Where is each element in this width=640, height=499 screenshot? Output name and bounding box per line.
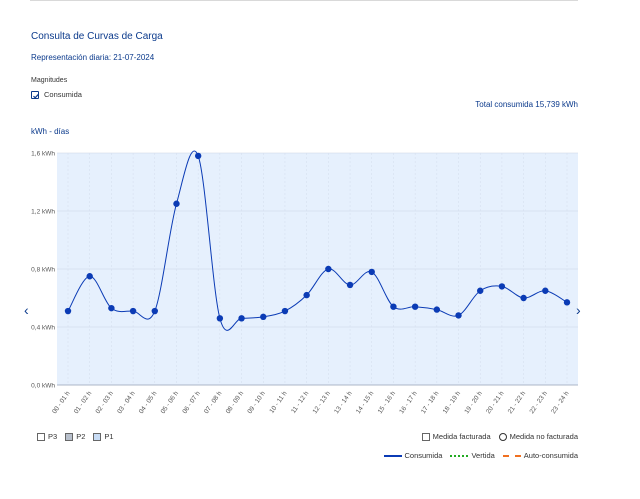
series-label: Vertida bbox=[471, 451, 495, 460]
magnitude-option-consumida[interactable]: Consumida bbox=[31, 90, 82, 99]
data-point bbox=[520, 294, 527, 302]
x-tick-label: 22 - 23 h bbox=[528, 390, 549, 415]
data-point bbox=[390, 303, 397, 310]
x-tick-label: 13 - 14 h bbox=[333, 390, 354, 415]
period-legend-item: P2 bbox=[65, 432, 85, 441]
top-divider bbox=[30, 0, 578, 1]
circle-icon bbox=[498, 432, 507, 441]
data-point bbox=[238, 315, 245, 322]
magnitudes-title: Magnitudes bbox=[31, 77, 68, 84]
chart-unit-label: kWh - días bbox=[31, 127, 70, 136]
line-swatch-icon bbox=[450, 454, 469, 457]
x-tick-label: 14 - 15 h bbox=[355, 390, 376, 415]
data-point bbox=[303, 291, 310, 299]
data-point bbox=[411, 303, 419, 310]
y-tick-label: 0,4 kWh bbox=[31, 325, 55, 332]
period-label: P3 bbox=[48, 432, 58, 441]
measure-legend-item: Medida facturada bbox=[421, 432, 491, 441]
series-legend-item: Auto-consumida bbox=[502, 451, 578, 460]
x-tick-label: 02 - 03 h bbox=[95, 390, 116, 415]
x-tick-label: 16 - 17 h bbox=[398, 390, 419, 415]
data-point bbox=[194, 152, 202, 160]
x-tick-label: 18 - 19 h bbox=[442, 390, 463, 415]
line-swatch-icon bbox=[502, 454, 521, 457]
measure-label: Medida no facturada bbox=[509, 432, 578, 441]
x-tick-label: 06 - 07 h bbox=[181, 390, 202, 415]
data-point bbox=[433, 306, 441, 313]
x-tick-label: 20 - 21 h bbox=[485, 390, 506, 415]
data-point bbox=[477, 287, 484, 294]
data-point bbox=[86, 273, 93, 280]
data-point bbox=[455, 312, 462, 319]
prev-day-arrow-icon[interactable]: ‹ bbox=[24, 302, 29, 318]
data-point bbox=[281, 307, 289, 315]
x-tick-label: 08 - 09 h bbox=[225, 390, 246, 415]
period-swatch-icon bbox=[37, 432, 45, 441]
y-tick-label: 0,8 kWh bbox=[31, 267, 55, 274]
data-point bbox=[368, 268, 375, 276]
square-icon bbox=[421, 432, 430, 441]
x-tick-label: 15 - 16 h bbox=[377, 390, 398, 415]
y-tick-label: 0,0 kWh bbox=[31, 383, 55, 390]
consumida-label: Consumida bbox=[44, 90, 82, 99]
data-point bbox=[325, 265, 332, 273]
period-swatch-icon bbox=[65, 432, 74, 441]
total-consumida: Total consumida 15,739 kWh bbox=[475, 100, 578, 109]
x-tick-label: 00 - 01 h bbox=[51, 390, 72, 415]
data-point bbox=[216, 315, 224, 322]
x-tick-label: 03 - 04 h bbox=[116, 390, 137, 415]
data-point bbox=[260, 313, 267, 321]
period-label: P1 bbox=[104, 432, 114, 441]
data-point bbox=[64, 307, 72, 315]
x-tick-label: 21 - 22 h bbox=[507, 390, 528, 415]
period-legend-item: P1 bbox=[93, 432, 114, 441]
y-tick-label: 1,2 kWh bbox=[31, 209, 55, 216]
x-tick-label: 23 - 24 h bbox=[550, 390, 571, 415]
period-legend-item: P3 bbox=[37, 432, 57, 441]
x-tick-label: 04 - 05 h bbox=[138, 390, 159, 415]
x-tick-label: 12 - 13 h bbox=[312, 390, 333, 415]
x-tick-label: 09 - 10 h bbox=[246, 390, 267, 415]
measure-label: Medida facturada bbox=[432, 432, 491, 441]
data-point bbox=[542, 287, 549, 294]
series-legend: Consumida Vertida Auto-consumida bbox=[383, 451, 578, 460]
period-swatch-icon bbox=[93, 432, 102, 441]
x-tick-label: 19 - 20 h bbox=[463, 390, 484, 415]
data-point bbox=[498, 283, 506, 290]
measure-legend: Medida facturada Medida no facturada bbox=[421, 432, 578, 441]
consumida-checkbox[interactable] bbox=[31, 90, 39, 99]
x-tick-label: 05 - 06 h bbox=[160, 390, 181, 415]
data-point bbox=[108, 304, 115, 312]
period-label: P2 bbox=[76, 432, 86, 441]
data-point bbox=[129, 307, 137, 315]
page-subtitle: Representación diaria: 21-07-2024 bbox=[31, 53, 155, 62]
data-point bbox=[151, 307, 158, 315]
check-icon bbox=[33, 93, 39, 99]
x-tick-label: 07 - 08 h bbox=[203, 390, 224, 415]
x-tick-label: 17 - 18 h bbox=[420, 390, 441, 415]
x-tick-label: 11 - 12 h bbox=[290, 390, 310, 415]
line-swatch-icon bbox=[383, 454, 402, 457]
data-point bbox=[173, 200, 180, 207]
load-curve-chart: 0,0 kWh 0,4 kWh 0,8 kWh 1,2 kWh 1,6 kWh 00 - … bbox=[31, 151, 578, 415]
series-label: Consumida bbox=[404, 451, 443, 460]
series-label: Auto-consumida bbox=[523, 451, 578, 460]
data-point bbox=[346, 281, 354, 289]
period-legend: P3 P2 P1 bbox=[37, 432, 114, 441]
x-tick-label: 01 - 02 h bbox=[73, 390, 94, 415]
page-title: Consulta de Curvas de Carga bbox=[31, 31, 163, 42]
measure-legend-item: Medida no facturada bbox=[498, 432, 578, 441]
x-tick-label: 10 - 11 h bbox=[268, 390, 288, 415]
series-legend-item: Vertida bbox=[450, 451, 495, 460]
next-day-arrow-icon[interactable]: › bbox=[576, 302, 581, 318]
y-tick-label: 1,6 kWh bbox=[31, 151, 55, 158]
series-legend-item: Consumida bbox=[383, 451, 443, 460]
data-point bbox=[563, 299, 571, 306]
